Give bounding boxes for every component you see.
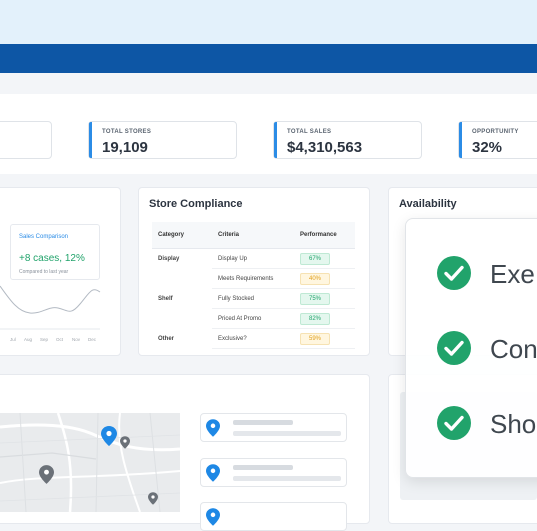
category-cell <box>152 309 212 329</box>
checklist-item: Sho <box>436 405 536 441</box>
criteria-cell: Exclusive? <box>212 328 294 349</box>
criteria-cell: Priced At Promo <box>212 308 294 329</box>
placeholder-line <box>233 431 341 436</box>
criteria-cell: Meets Requirements <box>212 268 294 289</box>
checklist-item: Con <box>436 330 537 366</box>
stat-card-opportunity[interactable]: OPPORTUNITY 32% <box>458 121 537 159</box>
criteria-cell: Display Up <box>212 248 294 269</box>
month-label: Dec <box>88 337 97 342</box>
checklist-overlay: Exe Con Sho <box>405 218 537 478</box>
list-item[interactable] <box>200 413 347 442</box>
kpi-band <box>0 94 537 174</box>
month-label: Jul <box>10 337 16 342</box>
store-compliance-title: Store Compliance <box>149 198 243 210</box>
criteria-cell: Fully Stocked <box>212 288 294 309</box>
month-label: Aug <box>24 337 33 342</box>
sales-comparison-title: Sales Comparison <box>19 234 69 240</box>
location-pin-icon <box>206 419 220 437</box>
sales-comparison-subtitle: Compared to last year <box>19 269 69 275</box>
stat-label: OPPORTUNITY <box>472 129 519 135</box>
column-header: Criteria <box>212 222 294 249</box>
map-pin-icon[interactable] <box>39 465 54 484</box>
table-row[interactable]: Priced At Promo 82% <box>152 308 355 329</box>
location-pin-icon <box>206 464 220 482</box>
map-pin-icon[interactable] <box>101 426 117 446</box>
category-cell: Shelf <box>158 295 173 302</box>
stat-value: 19,109 <box>102 139 148 156</box>
sales-trend-line <box>0 285 101 330</box>
compliance-table: Category Criteria Performance Display Di… <box>152 222 355 349</box>
table-row[interactable]: Shelf Fully Stocked 75% <box>152 288 355 309</box>
month-label: Oct <box>56 337 64 342</box>
map-pin-icon[interactable] <box>120 436 130 449</box>
table-row[interactable]: Meets Requirements 40% <box>152 268 355 289</box>
top-banner <box>0 0 537 44</box>
navigation-bar <box>0 44 537 73</box>
stat-label: TOTAL STORES <box>102 129 152 135</box>
check-circle-icon <box>437 406 471 440</box>
stat-card-total-stores[interactable]: TOTAL STORES 19,109 <box>88 121 237 159</box>
checklist-label: Sho <box>490 409 537 439</box>
check-circle-icon <box>437 331 471 365</box>
check-circle-icon <box>437 256 471 290</box>
performance-badge: 59% <box>300 332 330 345</box>
stat-accent-bar <box>89 122 92 158</box>
sales-comparison-value: +8 cases, 12% <box>19 253 85 264</box>
placeholder-line <box>233 465 293 470</box>
stat-value: $4,310,563 <box>287 139 363 156</box>
performance-badge: 40% <box>300 272 330 285</box>
placeholder-line <box>233 476 341 481</box>
location-pin-icon <box>206 508 220 526</box>
stat-accent-bar <box>274 122 277 158</box>
performance-badge: 75% <box>300 292 330 305</box>
stat-card-partial[interactable] <box>0 121 52 159</box>
table-header-row: Category Criteria Performance <box>152 222 355 249</box>
checklist-label: Con <box>490 334 537 364</box>
table-row[interactable]: Display Display Up 67% <box>152 248 355 269</box>
placeholder-line <box>233 420 293 425</box>
availability-title: Availability <box>399 198 457 210</box>
month-label: Nov <box>72 337 81 342</box>
performance-badge: 82% <box>300 312 330 325</box>
category-cell: Display <box>158 255 180 262</box>
category-cell: Other <box>158 335 175 342</box>
category-cell <box>152 269 212 289</box>
checklist-item: Exe <box>436 255 535 291</box>
sales-comparison-box: Sales Comparison +8 cases, 12% Compared … <box>10 224 100 280</box>
column-header: Performance <box>294 222 355 249</box>
stat-card-total-sales[interactable]: TOTAL SALES $4,310,563 <box>273 121 422 159</box>
month-label: Sep <box>40 337 49 342</box>
list-item[interactable] <box>200 458 347 487</box>
table-row[interactable]: Other Exclusive? 59% <box>152 328 355 349</box>
list-item[interactable] <box>200 502 347 531</box>
stat-value: 32% <box>472 139 503 156</box>
performance-badge: 67% <box>300 252 330 265</box>
stat-label: TOTAL SALES <box>287 129 332 135</box>
stat-accent-bar <box>459 122 462 158</box>
column-header: Category <box>152 222 212 249</box>
checklist-label: Exe <box>490 259 535 289</box>
map-pin-icon[interactable] <box>148 492 158 505</box>
